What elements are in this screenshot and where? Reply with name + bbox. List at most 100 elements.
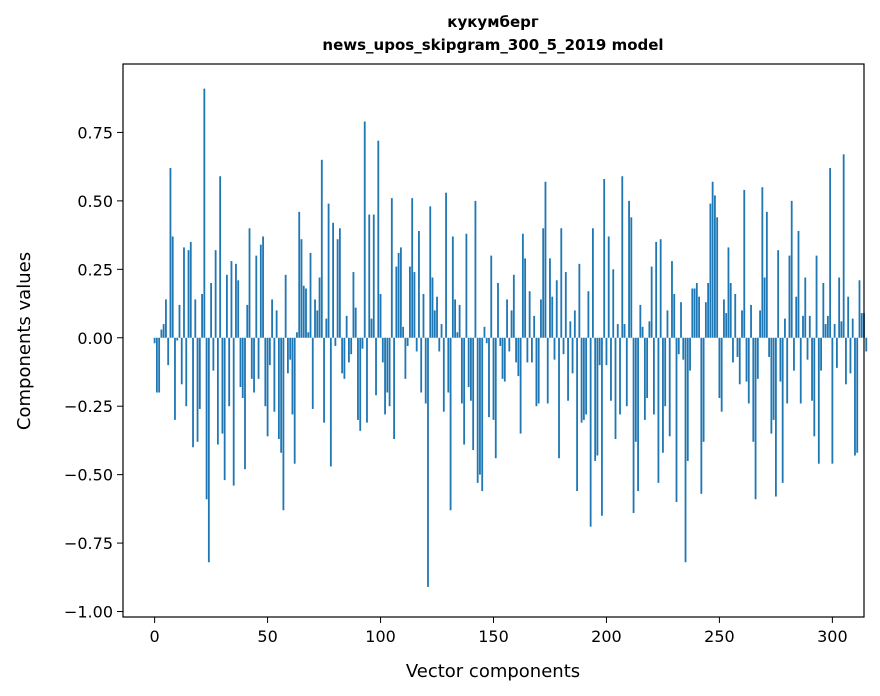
bar-81 [336, 239, 339, 338]
bar-12 [180, 337, 183, 385]
bar-22 [203, 88, 206, 338]
x-axis-ticks: 0 50 100 150 200 250 300 [150, 617, 848, 646]
bar-187 [576, 337, 578, 492]
bar-143 [476, 337, 479, 483]
bar-102 [384, 337, 386, 415]
bar-265 [752, 337, 755, 442]
bar-313 [860, 313, 863, 338]
bar-71 [314, 299, 316, 338]
bar-160 [515, 337, 517, 363]
bar-163 [521, 233, 524, 338]
bar-40 [244, 337, 246, 470]
bar-33 [228, 337, 231, 407]
y-axis-ticks: −1.00 −0.75 −0.50 −0.25 0.00 0.25 0.50 0.75 [64, 123, 123, 622]
bar-127 [440, 324, 443, 338]
bar-57 [282, 337, 285, 511]
bar-282 [790, 200, 793, 338]
x-tick-label: 0 [150, 627, 160, 646]
bar-267 [756, 337, 759, 379]
bar-122 [429, 206, 432, 338]
bar-120 [424, 337, 427, 404]
bar-310 [854, 337, 856, 456]
bar-77 [327, 203, 330, 338]
bar-7 [169, 168, 172, 338]
bar-231 [675, 337, 678, 503]
bar-217 [643, 337, 646, 420]
bar-300 [831, 337, 834, 464]
bar-49 [264, 337, 267, 407]
bar-238 [691, 288, 694, 338]
bar-26 [212, 337, 215, 371]
bar-148 [488, 337, 490, 418]
bar-78 [329, 337, 332, 467]
bar-166 [528, 291, 531, 338]
bar-305 [842, 154, 845, 338]
bar-99 [377, 140, 380, 338]
bar-31 [223, 337, 226, 481]
bar-159 [512, 274, 515, 338]
bar-236 [686, 337, 689, 461]
bar-139 [467, 337, 470, 388]
bar-133 [454, 299, 456, 338]
bar-229 [671, 261, 673, 338]
bar-295 [820, 337, 822, 371]
bar-286 [799, 337, 802, 404]
bar-72 [316, 310, 319, 338]
bar-226 [664, 337, 667, 407]
bar-116 [415, 337, 418, 352]
bar-141 [472, 337, 475, 450]
bar-253 [725, 313, 728, 338]
bar-60 [289, 337, 292, 360]
bar-146 [483, 326, 486, 338]
bar-86 [348, 337, 350, 363]
bar-43 [250, 337, 253, 379]
bar-306 [845, 337, 847, 385]
bar-34 [230, 261, 233, 338]
bar-152 [497, 283, 499, 338]
bar-211 [630, 217, 633, 338]
bar-110 [402, 326, 405, 338]
bar-283 [793, 337, 795, 371]
bar-315 [865, 337, 868, 352]
bar-62 [293, 337, 296, 464]
bar-260 [741, 310, 743, 338]
bar-250 [718, 337, 721, 398]
bar-203 [612, 269, 615, 338]
bar-239 [693, 288, 696, 338]
bar-18 [194, 299, 197, 338]
bar-126 [438, 337, 441, 352]
bar-198 [601, 337, 603, 516]
bar-25 [210, 283, 213, 338]
bar-214 [637, 337, 639, 492]
bar-183 [567, 337, 569, 401]
bar-66 [302, 285, 305, 338]
bar-42 [248, 228, 251, 338]
bar-140 [470, 337, 472, 401]
bar-30 [221, 337, 224, 434]
bar-85 [345, 315, 348, 338]
bar-279 [784, 318, 786, 338]
bar-185 [571, 337, 574, 374]
bar-1 [155, 337, 158, 393]
bar-216 [641, 326, 644, 338]
bar-121 [427, 337, 429, 587]
bar-19 [196, 337, 199, 442]
bar-182 [564, 272, 567, 338]
chart-title-line1: кукумберг [447, 13, 539, 31]
bar-68 [307, 332, 310, 338]
y-tick-label: 0.00 [77, 329, 113, 348]
bar-179 [558, 337, 560, 459]
bar-304 [840, 321, 843, 338]
bar-311 [856, 337, 859, 453]
bar-241 [698, 296, 700, 338]
bar-205 [616, 324, 619, 338]
bar-50 [266, 337, 269, 437]
bar-46 [257, 337, 260, 379]
bar-197 [598, 337, 601, 366]
bar-248 [713, 195, 716, 338]
bar-113 [409, 266, 411, 338]
bar-6 [167, 337, 170, 366]
bar-291 [811, 337, 813, 401]
bar-251 [720, 337, 723, 412]
bar-63 [296, 332, 298, 338]
